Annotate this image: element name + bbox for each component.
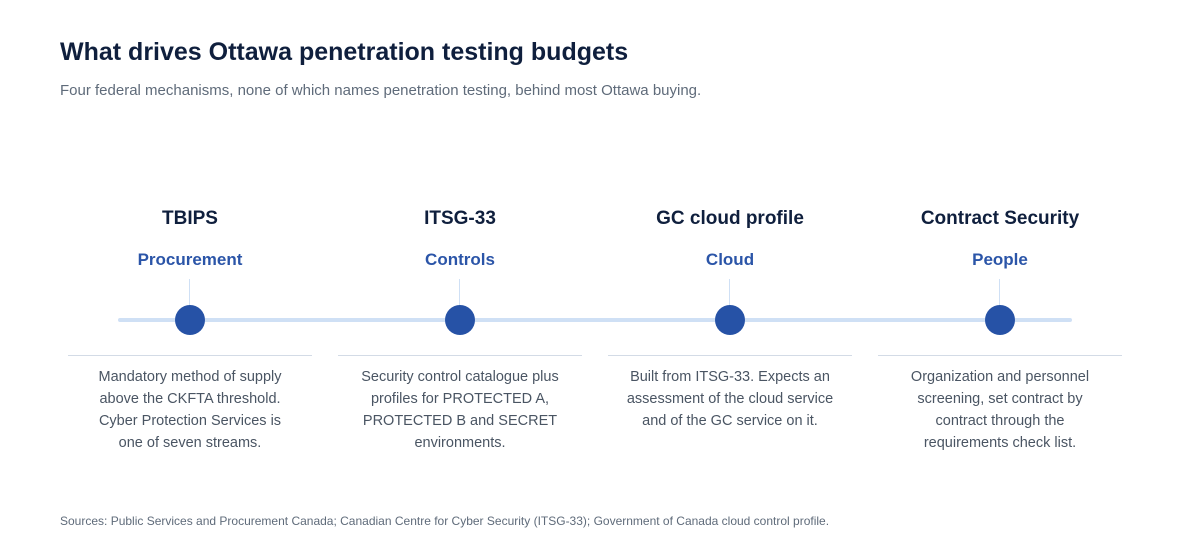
milestone-dot [985,305,1015,335]
page-title: What drives Ottawa penetration testing b… [60,38,629,66]
milestone-description: Mandatory method of supply above the CKF… [98,369,282,451]
milestone-stem [999,279,1000,307]
milestone-category: Controls [425,250,495,269]
milestone-tbips: TBIPS Procurement Mandatory method of su… [68,0,312,560]
milestone-contract-security: Contract Security People Organization an… [878,0,1122,560]
milestone-name: Contract Security [920,208,1080,229]
milestone-stem [189,279,190,307]
milestone-divider [338,355,582,356]
milestone-name: TBIPS [162,208,218,229]
timeline-line [118,318,1072,322]
milestone-category: People [972,250,1028,269]
milestone-category: Cloud [705,250,755,269]
page-subtitle: Four federal mechanisms, none of which n… [60,82,702,99]
sources-note: Sources: Public Services and Procurement… [60,514,830,528]
milestone-dot [715,305,745,335]
milestone-name: ITSG-33 [424,208,496,229]
milestone-dot [445,305,475,335]
milestone-divider [608,355,852,356]
milestone-dot [175,305,205,335]
milestone-divider [68,355,312,356]
milestone-description: Organization and personnel screening, se… [910,369,1090,451]
milestone-divider [878,355,1122,356]
milestone-category: Procurement [137,250,243,269]
milestone-itsg-33: ITSG-33 Controls Security control catalo… [338,0,582,560]
milestone-name: GC cloud profile [656,208,804,229]
milestone-gc-cloud-profile: GC cloud profile Cloud Built from ITSG-3… [608,0,852,560]
milestone-description: Built from ITSG-33. Expects an assessmen… [626,369,834,429]
milestone-stem [459,279,460,307]
milestone-stem [729,279,730,307]
milestone-description: Security control catalogue plus profiles… [361,369,559,451]
